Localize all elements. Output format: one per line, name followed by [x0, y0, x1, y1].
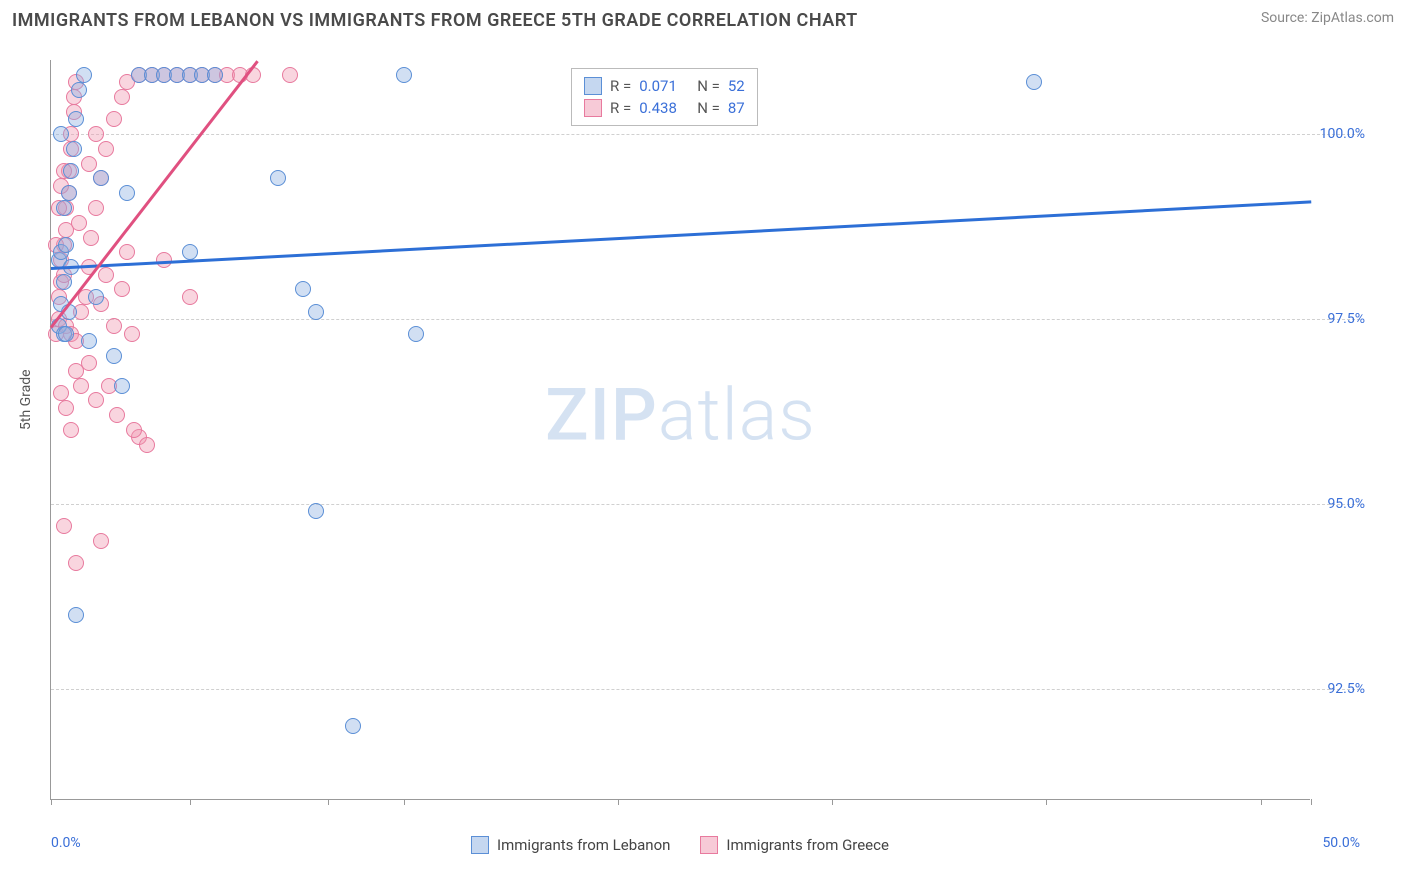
data-point	[83, 230, 99, 246]
data-point	[53, 126, 69, 142]
data-point	[109, 407, 125, 423]
data-point	[1026, 74, 1042, 90]
data-point	[106, 111, 122, 127]
data-point	[119, 244, 135, 260]
gridline	[51, 134, 1360, 135]
swatch-blue-icon	[471, 836, 489, 854]
y-axis-label: 5th Grade	[18, 369, 34, 430]
data-point	[282, 67, 298, 83]
data-point	[58, 237, 74, 253]
x-tick	[832, 799, 833, 805]
data-point	[345, 718, 361, 734]
data-point	[58, 326, 74, 342]
data-point	[114, 281, 130, 297]
data-point	[68, 607, 84, 623]
y-tick-label: 92.5%	[1327, 681, 1365, 697]
gridline	[51, 319, 1360, 320]
y-tick-label: 95.0%	[1327, 496, 1365, 512]
correlation-legend: R = 0.071 N = 52 R = 0.438 N = 87	[571, 68, 758, 126]
data-point	[207, 67, 223, 83]
regression-line	[51, 201, 1311, 271]
data-point	[81, 156, 97, 172]
data-point	[81, 333, 97, 349]
source-attribution: Source: ZipAtlas.com	[1261, 10, 1394, 26]
data-point	[396, 67, 412, 83]
x-tick	[190, 799, 191, 805]
x-tick	[328, 799, 329, 805]
data-point	[58, 400, 74, 416]
watermark: ZIPatlas	[545, 372, 816, 457]
data-point	[88, 289, 104, 305]
data-point	[88, 392, 104, 408]
data-point	[53, 385, 69, 401]
data-point	[114, 89, 130, 105]
data-point	[68, 555, 84, 571]
data-point	[71, 215, 87, 231]
data-point	[88, 126, 104, 142]
x-tick	[1046, 799, 1047, 805]
data-point	[408, 326, 424, 342]
data-point	[93, 170, 109, 186]
scatter-chart: ZIPatlas R = 0.071 N = 52 R = 0.438 N = …	[50, 60, 1310, 800]
data-point	[88, 200, 104, 216]
data-point	[56, 200, 72, 216]
data-point	[73, 378, 89, 394]
data-point	[270, 170, 286, 186]
data-point	[114, 378, 130, 394]
data-point	[139, 437, 155, 453]
data-point	[308, 304, 324, 320]
y-tick-label: 100.0%	[1320, 126, 1365, 142]
x-tick	[404, 799, 405, 805]
legend-item-lebanon: Immigrants from Lebanon	[471, 836, 670, 854]
data-point	[295, 281, 311, 297]
y-tick-label: 97.5%	[1327, 311, 1365, 327]
x-tick	[618, 799, 619, 805]
data-point	[98, 267, 114, 283]
x-tick	[1311, 799, 1312, 805]
legend-row-lebanon: R = 0.071 N = 52	[584, 75, 745, 97]
regression-line	[50, 61, 259, 329]
legend-row-greece: R = 0.438 N = 87	[584, 97, 745, 119]
data-point	[68, 111, 84, 127]
data-point	[182, 289, 198, 305]
series-legend: Immigrants from Lebanon Immigrants from …	[50, 836, 1310, 854]
swatch-pink-icon	[584, 99, 602, 117]
data-point	[63, 163, 79, 179]
data-point	[126, 422, 142, 438]
data-point	[119, 185, 135, 201]
data-point	[76, 67, 92, 83]
data-point	[182, 244, 198, 260]
data-point	[56, 274, 72, 290]
data-point	[56, 518, 72, 534]
legend-item-greece: Immigrants from Greece	[700, 836, 889, 854]
gridline	[51, 504, 1360, 505]
data-point	[98, 141, 114, 157]
swatch-pink-icon	[700, 836, 718, 854]
x-tick	[1261, 799, 1262, 805]
swatch-blue-icon	[584, 77, 602, 95]
data-point	[308, 503, 324, 519]
data-point	[63, 422, 79, 438]
data-point	[106, 318, 122, 334]
gridline	[51, 689, 1360, 690]
data-point	[66, 141, 82, 157]
x-tick-label: 50.0%	[1322, 835, 1360, 851]
data-point	[93, 533, 109, 549]
data-point	[106, 348, 122, 364]
data-point	[81, 355, 97, 371]
data-point	[71, 82, 87, 98]
data-point	[61, 185, 77, 201]
x-tick	[51, 799, 52, 805]
data-point	[124, 326, 140, 342]
chart-title: IMMIGRANTS FROM LEBANON VS IMMIGRANTS FR…	[12, 10, 858, 31]
